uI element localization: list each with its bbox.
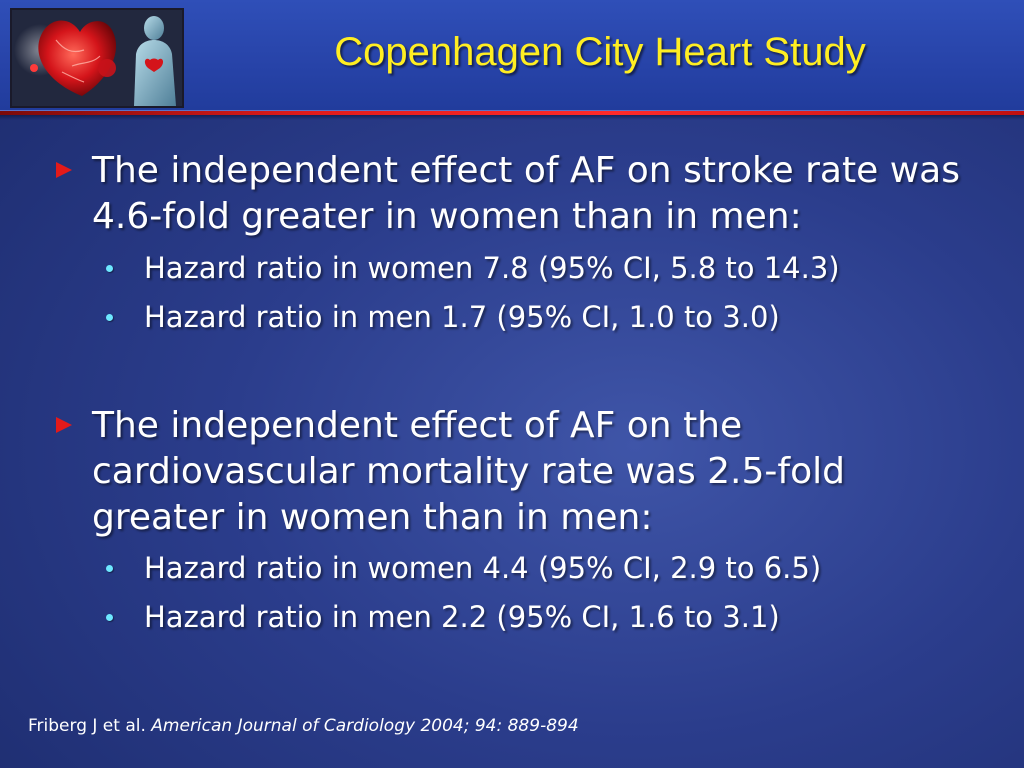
citation: Friberg J et al. American Journal of Car… [28, 716, 579, 736]
citation-authors: Friberg J et al. [28, 716, 152, 736]
bullet-text: The independent effect of AF on stroke r… [92, 150, 960, 237]
sub-bullet-text: Hazard ratio in women 4.4 (95% CI, 2.9 t… [144, 551, 822, 585]
sub-bullet-text: Hazard ratio in women 7.8 (95% CI, 5.8 t… [144, 251, 840, 285]
sub-bullet-dot-icon [106, 614, 113, 621]
slide-title: Copenhagen City Heart Study [334, 30, 866, 74]
bullet-stroke-rate: The independent effect of AF on stroke r… [56, 148, 966, 240]
sub-bullet-text: Hazard ratio in men 1.7 (95% CI, 1.0 to … [144, 300, 780, 334]
sub-bullet-dot-icon [106, 314, 113, 321]
sub-bullet-text: Hazard ratio in men 2.2 (95% CI, 1.6 to … [144, 600, 780, 634]
heart-anatomy-icon [10, 8, 184, 108]
bullet-text: The independent effect of AF on the card… [92, 405, 845, 538]
sub-bullet-women-stroke: Hazard ratio in women 7.8 (95% CI, 5.8 t… [106, 248, 966, 288]
bullet-cv-mortality: The independent effect of AF on the card… [56, 403, 966, 541]
citation-source: American Journal of Cardiology 2004; 94:… [151, 716, 579, 736]
header-divider-shadow [0, 115, 1024, 120]
bullet-arrow-icon [56, 162, 72, 178]
sub-bullet-men-mortality: Hazard ratio in men 2.2 (95% CI, 1.6 to … [106, 597, 966, 637]
header-band: Copenhagen City Heart Study [0, 0, 1024, 111]
sub-bullet-dot-icon [106, 265, 113, 272]
sub-bullet-women-mortality: Hazard ratio in women 4.4 (95% CI, 2.9 t… [106, 548, 966, 588]
header-divider [0, 111, 1024, 115]
sub-bullet-men-stroke: Hazard ratio in men 1.7 (95% CI, 1.0 to … [106, 297, 966, 337]
bullet-arrow-icon [56, 417, 72, 433]
sub-bullet-dot-icon [106, 565, 113, 572]
